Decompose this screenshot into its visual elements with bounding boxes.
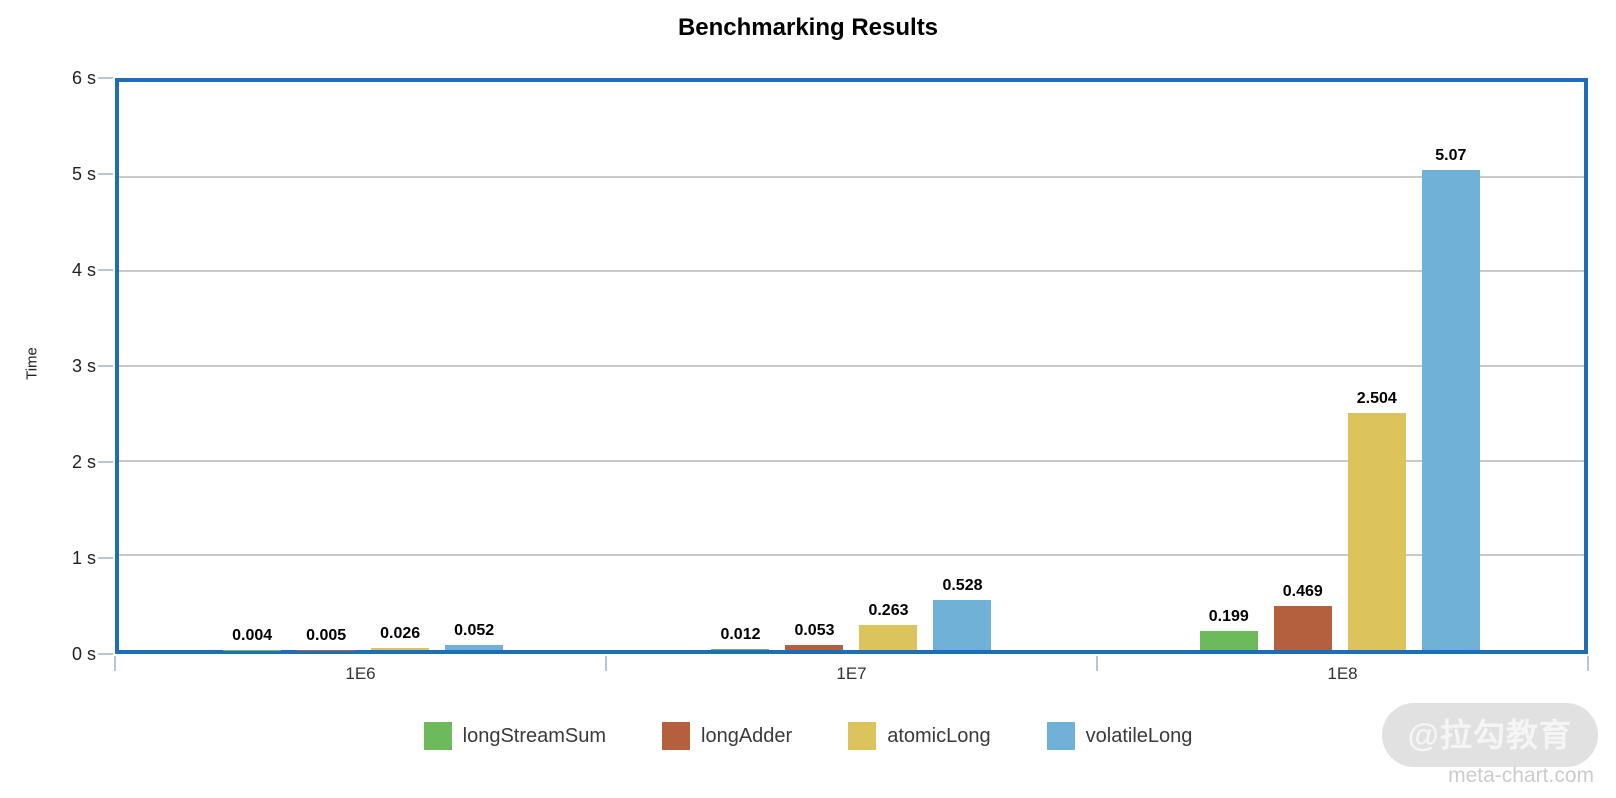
x-category-label: 1E6 bbox=[345, 664, 376, 683]
legend: longStreamSum longAdder atomicLong volatile… bbox=[0, 722, 1616, 750]
legend-swatch-longAdder bbox=[662, 722, 691, 750]
bar-atomicLong-1E7: 0.263 bbox=[859, 82, 918, 650]
x-tick-mark bbox=[605, 656, 607, 671]
bar-value-label: 0.005 bbox=[306, 626, 347, 644]
y-tick-mark bbox=[98, 269, 113, 271]
y-tick-mark bbox=[98, 653, 113, 655]
legend-item-volatileLong: volatileLong bbox=[1046, 722, 1193, 750]
gridline bbox=[119, 365, 1584, 367]
bar-atomicLong-1E8: 2.504 bbox=[1347, 82, 1406, 650]
legend-label: atomicLong bbox=[887, 724, 991, 747]
bar-rect-volatileLong bbox=[1421, 170, 1480, 650]
y-tick-label: 0 s bbox=[71, 644, 96, 664]
x-tick-mark bbox=[114, 656, 116, 671]
bar-volatileLong-1E6: 0.052 bbox=[445, 82, 504, 650]
bar-longStreamSum-1E7: 0.012 bbox=[711, 82, 770, 650]
y-tick-label: 3 s bbox=[71, 356, 96, 376]
y-tick-mark bbox=[98, 365, 113, 367]
y-tick-mark bbox=[98, 461, 113, 463]
y-tick-mark bbox=[98, 173, 113, 175]
bar-value-label: 0.263 bbox=[868, 602, 909, 620]
gridline bbox=[119, 175, 1584, 178]
bar-longStreamSum-1E8: 0.199 bbox=[1199, 82, 1258, 650]
bar-value-label: 2.504 bbox=[1356, 389, 1397, 407]
gridline bbox=[119, 554, 1584, 557]
bar-rect-longStreamSum bbox=[711, 648, 770, 650]
bar-atomicLong-1E6: 0.026 bbox=[371, 82, 430, 650]
y-tick-label: 2 s bbox=[71, 452, 96, 472]
bar-longAdder-1E8: 0.469 bbox=[1273, 82, 1332, 650]
legend-label: volatileLong bbox=[1085, 724, 1193, 747]
bar-rect-volatileLong bbox=[445, 645, 504, 650]
y-tick-mark bbox=[98, 77, 113, 79]
bar-rect-longAdder bbox=[1273, 605, 1332, 650]
bar-value-label: 5.07 bbox=[1435, 147, 1467, 165]
legend-swatch-volatileLong bbox=[1046, 722, 1075, 750]
bar-value-label: 0.026 bbox=[380, 624, 421, 642]
bar-volatileLong-1E7: 0.528 bbox=[933, 82, 992, 650]
watermark-badge: @拉勾教育 bbox=[1381, 703, 1598, 767]
legend-label: longStreamSum bbox=[462, 724, 607, 747]
bar-rect-volatileLong bbox=[933, 600, 992, 650]
legend-label: longAdder bbox=[701, 724, 793, 747]
bar-group-1E7: 0.012 0.053 0.263 0.528 bbox=[607, 82, 1095, 650]
bar-rect-longAdder bbox=[785, 644, 844, 650]
plot-content: 0.004 0.005 0.026 0.052 0.012 0.053 0.263 0.528… bbox=[119, 82, 1584, 650]
bar-value-label: 0.004 bbox=[232, 626, 273, 644]
y-tick-label: 1 s bbox=[71, 548, 96, 568]
bar-rect-atomicLong bbox=[371, 647, 430, 650]
y-tick-label: 6 s bbox=[71, 68, 96, 88]
legend-item-atomicLong: atomicLong bbox=[848, 722, 991, 750]
y-tick-label: 4 s bbox=[71, 260, 96, 280]
x-category-label: 1E8 bbox=[1327, 664, 1358, 683]
y-tick-mark bbox=[98, 557, 113, 559]
bar-value-label: 0.012 bbox=[720, 625, 761, 643]
bar-value-label: 0.469 bbox=[1282, 582, 1323, 600]
chart-title: Benchmarking Results bbox=[677, 14, 939, 41]
watermark-site-link: meta-chart.com bbox=[1448, 764, 1594, 787]
bar-value-label: 0.053 bbox=[794, 621, 835, 639]
bar-rect-atomicLong bbox=[1347, 412, 1406, 650]
x-tick-mark bbox=[1587, 656, 1589, 671]
bar-group-1E8: 0.199 0.469 2.504 5.07 bbox=[1096, 82, 1584, 650]
x-category-label: 1E7 bbox=[836, 664, 867, 683]
bar-value-label: 0.528 bbox=[942, 577, 983, 595]
x-tick-mark bbox=[1096, 656, 1098, 671]
bar-longAdder-1E6: 0.005 bbox=[297, 82, 356, 650]
legend-item-longAdder: longAdder bbox=[662, 722, 792, 750]
legend-swatch-longStreamSum bbox=[423, 722, 452, 750]
legend-item-longStreamSum: longStreamSum bbox=[423, 722, 607, 750]
bar-value-label: 0.199 bbox=[1208, 608, 1249, 626]
bar-value-label: 0.052 bbox=[454, 622, 495, 640]
legend-swatch-atomicLong bbox=[848, 722, 877, 750]
bar-rect-longStreamSum bbox=[1199, 631, 1258, 650]
bar-group-1E6: 0.004 0.005 0.026 0.052 bbox=[119, 82, 607, 650]
plot-area: 0.004 0.005 0.026 0.052 0.012 0.053 0.263 0.528… bbox=[115, 78, 1588, 654]
bar-volatileLong-1E8: 5.07 bbox=[1421, 82, 1480, 650]
bar-longAdder-1E7: 0.053 bbox=[785, 82, 844, 650]
gridline bbox=[119, 459, 1584, 462]
bar-longStreamSum-1E6: 0.004 bbox=[223, 82, 282, 650]
gridline bbox=[119, 270, 1584, 273]
y-tick-label: 5 s bbox=[71, 164, 96, 184]
bar-rect-atomicLong bbox=[859, 625, 918, 650]
